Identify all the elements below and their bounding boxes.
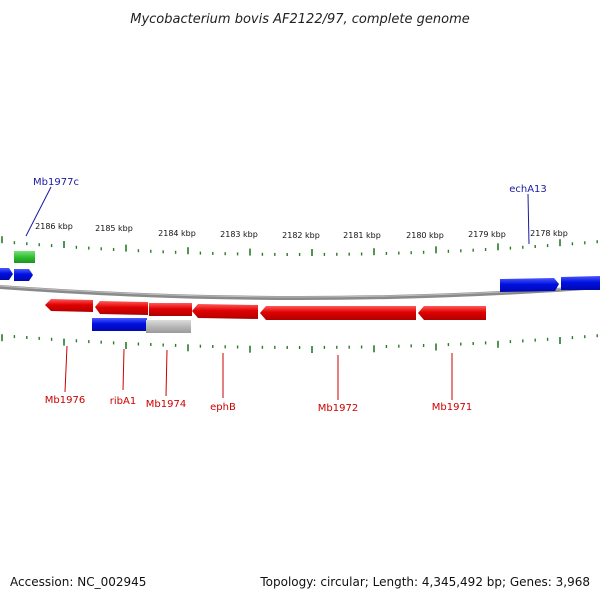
gene-feature-mb1976[interactable] — [45, 299, 93, 312]
scale-label-2186: 2186 kbp — [35, 222, 73, 231]
leader-ribA1 — [122, 348, 125, 391]
gene-feature-mb1974[interactable] — [149, 303, 192, 316]
scale-label-2180: 2180 kbp — [406, 231, 444, 240]
scale-label-2185: 2185 kbp — [95, 224, 133, 233]
gene-feature-echA13[interactable] — [500, 276, 600, 292]
scale-label-2179: 2179 kbp — [468, 230, 506, 239]
scale-label-2182: 2182 kbp — [282, 231, 320, 240]
leader-mb1974 — [165, 349, 168, 397]
gene-feature-mb1971[interactable] — [418, 306, 486, 320]
gene-label-echA13[interactable]: echA13 — [509, 184, 547, 195]
scale-label-2184: 2184 kbp — [158, 229, 196, 238]
scale-ticks-inner — [1, 334, 598, 353]
gene-feature-pseudo-block[interactable] — [92, 318, 191, 333]
accession-text: Accession: NC_002945 — [10, 575, 146, 589]
gene-label-mb1972[interactable]: Mb1972 — [318, 403, 358, 414]
scale-ticks-outer — [1, 236, 598, 256]
gene-label-mb1977c[interactable]: Mb1977c — [33, 177, 79, 188]
genome-backbone — [0, 285, 600, 300]
gene-feature-ribA1[interactable] — [95, 301, 148, 315]
scale-label-2183: 2183 kbp — [220, 230, 258, 239]
leader-echA13 — [527, 193, 530, 245]
gene-feature-ephB[interactable] — [192, 304, 258, 319]
gene-label-mb1971[interactable]: Mb1971 — [432, 402, 472, 413]
genome-summary-text: Topology: circular; Length: 4,345,492 bp… — [259, 575, 590, 589]
leader-mb1976 — [64, 345, 68, 393]
map-title: Mycobacterium bovis AF2122/97, complete … — [130, 12, 469, 27]
scale-label-2181: 2181 kbp — [343, 231, 381, 240]
leader-mb1977c — [25, 186, 52, 237]
scale-label-2178: 2178 kbp — [530, 229, 568, 238]
gene-label-mb1974[interactable]: Mb1974 — [146, 399, 186, 410]
gene-label-ribA1[interactable]: ribA1 — [110, 396, 136, 407]
gene-label-mb1976[interactable]: Mb1976 — [45, 395, 85, 406]
gene-feature-mb1977c[interactable] — [0, 251, 35, 281]
gene-label-ephB[interactable]: ephB — [210, 402, 236, 413]
gene-feature-mb1972[interactable] — [260, 306, 416, 320]
